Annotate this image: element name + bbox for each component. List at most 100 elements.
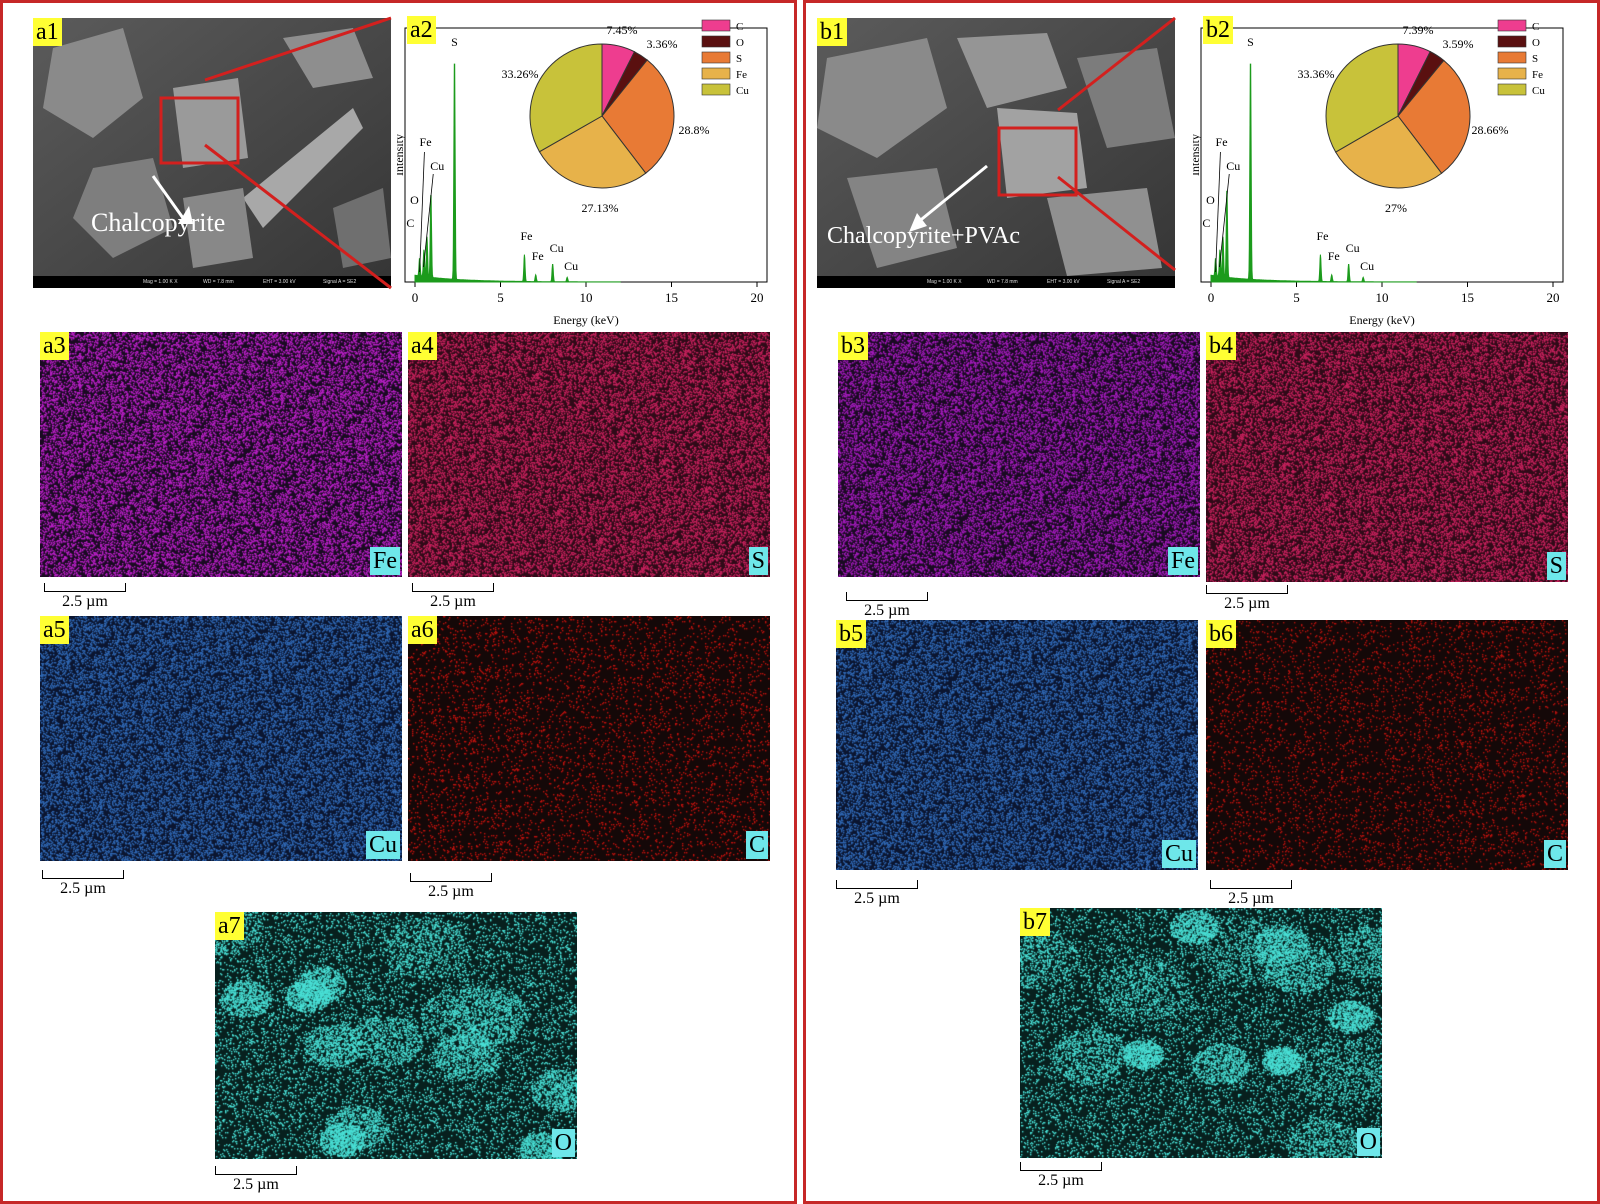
- x-tick-label: 5: [497, 290, 504, 305]
- eds-chart-a2: 0 5 10 15 20 Energy (keV) Intensity C O Cu Fe S Fe Fe…: [392, 14, 772, 330]
- x-tick-label: 20: [751, 290, 764, 305]
- scale-bar: 2.5 µm: [1210, 880, 1292, 907]
- sem-status-eht: EHT = 3.00 kV: [263, 279, 296, 285]
- x-tick-label: 10: [1376, 290, 1389, 305]
- scale-bar-line: [836, 880, 918, 889]
- scale-bar-label: 2.5 µm: [854, 890, 900, 907]
- element-label: Cu: [365, 831, 400, 859]
- sem-label-a: Chalcopyrite: [91, 208, 226, 237]
- peak-label: C: [1202, 216, 1210, 230]
- element-map-s: a4 S: [408, 332, 770, 577]
- legend-label: Fe: [1532, 69, 1543, 81]
- scale-bar-label: 2.5 µm: [864, 602, 910, 619]
- eds-chart-b2: 0 5 10 15 20 Energy (keV) Intensity C O Cu Fe S Fe Fe…: [1188, 14, 1568, 330]
- panel-tag: b1: [817, 18, 847, 46]
- pie-value-label: 3.59%: [1443, 37, 1474, 51]
- element-label: C: [1543, 840, 1566, 868]
- spectrum-series: [414, 63, 621, 283]
- pie-value-label: 7.45%: [607, 23, 638, 37]
- scale-bar-line: [1210, 880, 1292, 889]
- legend-label: S: [1532, 53, 1538, 65]
- scale-bar-line: [215, 1166, 297, 1175]
- peak-label: S: [1247, 35, 1254, 49]
- element-label: Fe: [370, 547, 400, 575]
- peak-leader: [419, 151, 425, 273]
- legend-swatch: [701, 51, 731, 64]
- pie-value-label: 7.39%: [1403, 23, 1434, 37]
- panel-tag: a1: [33, 18, 62, 46]
- peak-label: O: [1206, 193, 1215, 207]
- peak-label: Fe: [532, 249, 544, 263]
- peak-label: Fe: [520, 229, 532, 243]
- element-map-o: b7 O: [1020, 908, 1382, 1158]
- scale-bar-line: [44, 583, 126, 592]
- legend-swatch: [1497, 19, 1527, 32]
- sem-label-b: Chalcopyrite+PVAc: [827, 223, 1021, 249]
- scale-bar: 2.5 µm: [836, 880, 918, 907]
- scale-bar: 2.5 µm: [412, 583, 494, 610]
- peak-leader: [423, 173, 434, 268]
- y-axis-label: Intensity: [397, 134, 406, 176]
- scale-bar-line: [846, 592, 928, 601]
- peak-label: Fe: [1316, 229, 1328, 243]
- scale-bar: 2.5 µm: [410, 873, 492, 900]
- legend-label: O: [1532, 37, 1540, 49]
- pie-slice-fe: [538, 115, 647, 189]
- scale-bar-label: 2.5 µm: [1228, 890, 1274, 907]
- legend-label: C: [736, 21, 743, 33]
- legend-swatch: [1497, 51, 1527, 64]
- x-tick-label: 0: [412, 290, 419, 305]
- pie-slice-cu: [529, 43, 603, 153]
- scale-bar: 2.5 µm: [1020, 1162, 1102, 1189]
- element-map-noise: [408, 616, 770, 861]
- peak-label: Cu: [564, 259, 578, 273]
- legend-label: O: [736, 37, 744, 49]
- legend-swatch: [701, 19, 731, 32]
- legend-label: S: [736, 53, 742, 65]
- legend-swatch: [701, 35, 731, 48]
- element-map-noise: [1206, 620, 1568, 870]
- pie-value-label: 28.8%: [679, 123, 710, 137]
- element-label: S: [748, 547, 768, 575]
- element-label: O: [1356, 1128, 1380, 1156]
- spectrum-series: [1210, 63, 1417, 283]
- element-map-cu: a5 Cu: [40, 616, 402, 861]
- sem-status-mag: Mag = 1.00 K X: [927, 279, 962, 285]
- x-tick-label: 0: [1208, 290, 1215, 305]
- element-map-o: a7 O: [215, 912, 577, 1159]
- pie-value-label: 33.36%: [1298, 67, 1335, 81]
- element-map-noise: [1020, 908, 1382, 1158]
- panel-tag: a7: [215, 912, 244, 940]
- element-map-fe: b3 Fe: [838, 332, 1200, 577]
- sem-particles: [817, 18, 1175, 288]
- panel-tag: b2: [1203, 16, 1233, 44]
- panel-tag: b7: [1020, 908, 1050, 936]
- peak-label: Fe: [1216, 135, 1228, 149]
- peak-label: Cu: [1346, 241, 1360, 255]
- peak-leader: [1215, 151, 1221, 273]
- scale-bar: 2.5 µm: [42, 870, 124, 897]
- scale-bar-line: [410, 873, 492, 882]
- x-tick-label: 15: [665, 290, 678, 305]
- panel-tag: b6: [1206, 620, 1236, 648]
- element-map-fe: a3 Fe: [40, 332, 402, 577]
- pie-slice-s: [1397, 59, 1471, 174]
- x-tick-label: 5: [1293, 290, 1300, 305]
- element-map-noise: [215, 912, 577, 1159]
- legend-label: Cu: [736, 85, 749, 97]
- y-axis-label: Intensity: [1193, 134, 1202, 176]
- sem-status-bar-a: Mag = 1.00 K X WD = 7.8 mm EHT = 3.00 kV…: [33, 276, 391, 288]
- x-tick-label: 20: [1547, 290, 1560, 305]
- element-map-noise: [1206, 332, 1568, 582]
- sem-status-eht: EHT = 3.00 kV: [1047, 279, 1080, 285]
- peak-label: Cu: [1360, 259, 1374, 273]
- element-label: O: [551, 1129, 575, 1157]
- legend-swatch: [1497, 83, 1527, 96]
- scale-bar-label: 2.5 µm: [430, 593, 476, 610]
- element-label: Fe: [1168, 547, 1198, 575]
- panel-a-frame: [0, 0, 797, 1204]
- scale-bar-line: [1206, 585, 1288, 594]
- peak-label: C: [406, 216, 414, 230]
- scale-bar-label: 2.5 µm: [233, 1176, 279, 1193]
